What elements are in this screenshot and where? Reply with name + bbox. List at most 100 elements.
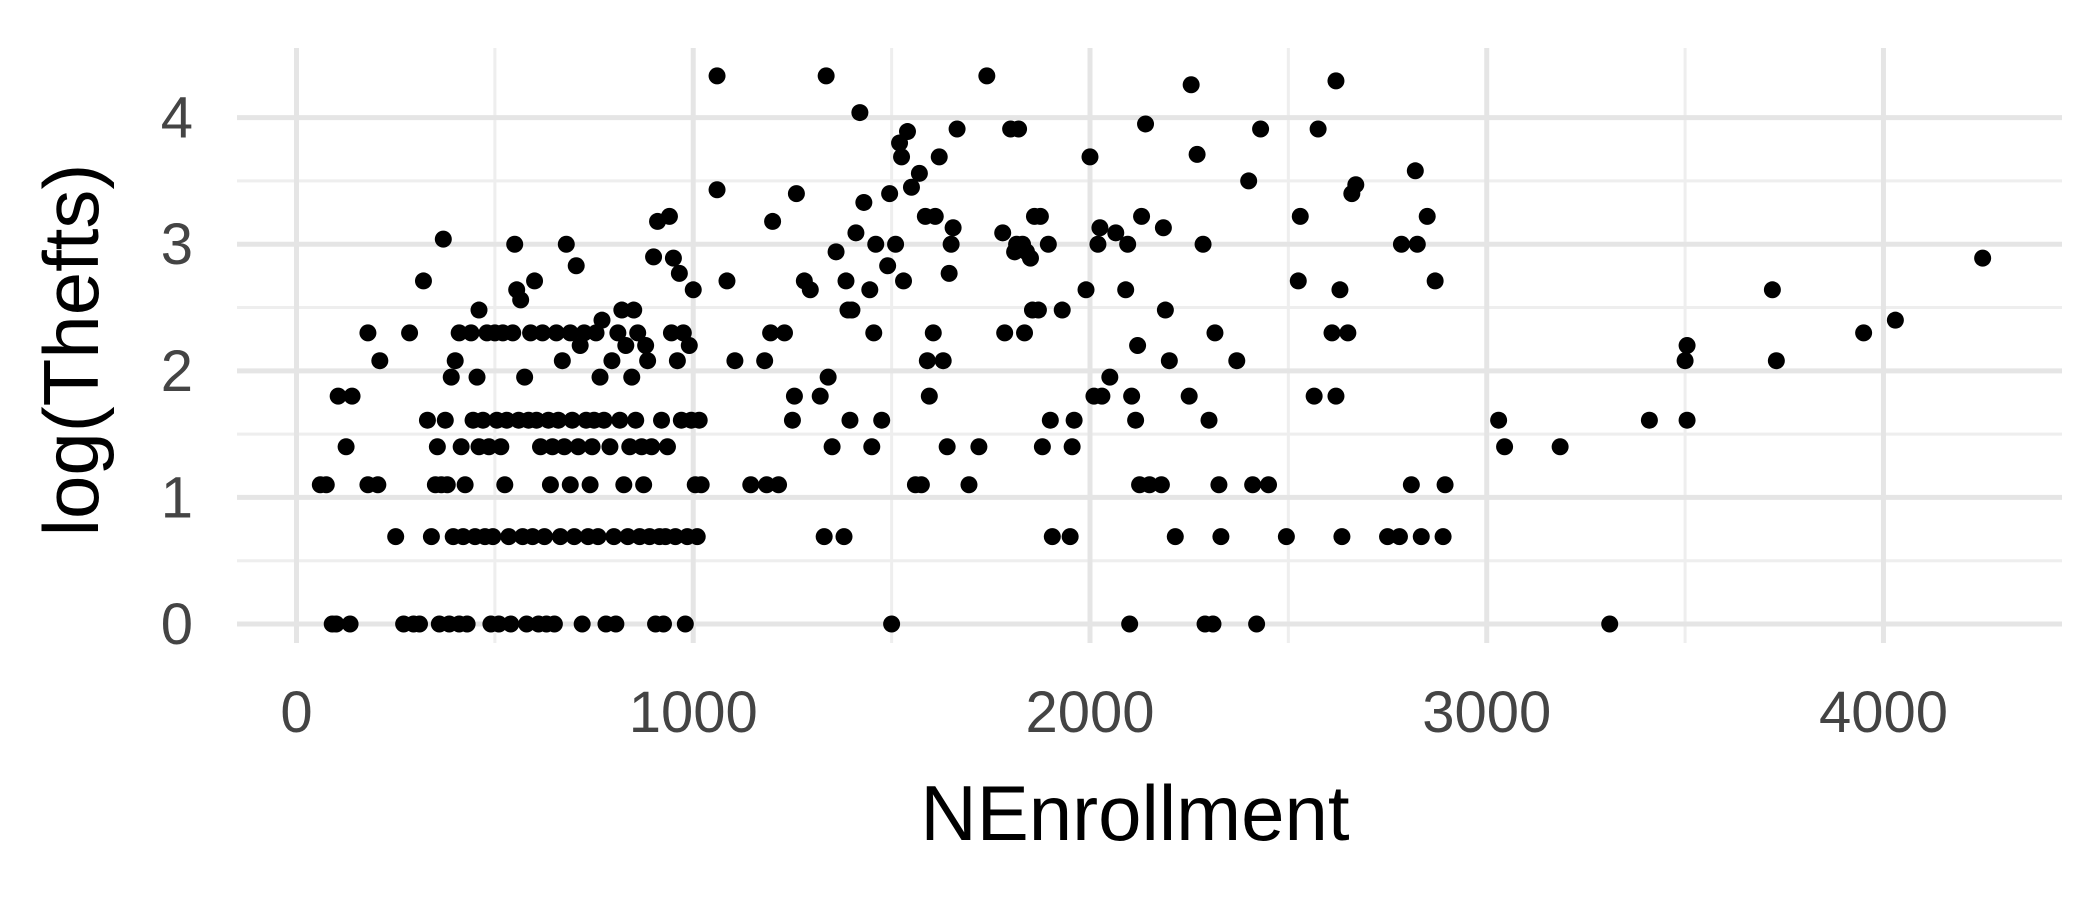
data-point xyxy=(1490,411,1508,429)
data-point xyxy=(456,476,474,494)
data-point xyxy=(329,387,347,405)
data-point xyxy=(680,337,698,354)
data-point xyxy=(1291,207,1309,225)
data-point xyxy=(865,324,883,342)
data-point xyxy=(1640,411,1658,429)
data-point xyxy=(613,301,631,319)
data-point xyxy=(500,528,518,546)
data-point xyxy=(910,164,928,182)
data-point xyxy=(708,67,726,85)
data-point xyxy=(468,368,486,386)
data-point xyxy=(1101,368,1119,386)
data-point xyxy=(643,438,661,456)
data-point xyxy=(1248,615,1266,633)
data-point xyxy=(567,257,585,275)
data-point xyxy=(611,411,629,429)
data-point xyxy=(619,528,637,546)
data-point xyxy=(603,352,621,370)
data-point xyxy=(924,324,942,342)
data-point xyxy=(756,352,774,370)
data-point xyxy=(1408,235,1426,253)
data-point xyxy=(1678,337,1696,354)
data-point xyxy=(996,324,1014,342)
data-point xyxy=(690,411,708,429)
data-point xyxy=(401,324,419,342)
data-point xyxy=(726,352,744,370)
x-axis-title: NEnrollment xyxy=(920,769,1349,857)
data-point xyxy=(653,411,671,429)
data-point xyxy=(867,235,885,253)
data-point xyxy=(516,368,534,386)
data-point xyxy=(1137,115,1155,133)
data-point xyxy=(418,411,436,429)
data-point xyxy=(1129,337,1147,354)
x-tick-label: 3000 xyxy=(1422,680,1551,745)
data-point xyxy=(526,272,544,290)
data-point xyxy=(1152,476,1170,494)
data-point xyxy=(1426,272,1444,290)
data-point xyxy=(1277,528,1295,546)
data-point xyxy=(371,352,389,370)
data-point xyxy=(1182,76,1200,94)
x-axis-tick-labels: 0 1000 2000 3000 4000 xyxy=(280,680,1948,745)
data-point xyxy=(422,528,440,546)
data-point xyxy=(1200,411,1218,429)
y-tick-label: 3 xyxy=(161,212,193,277)
data-point xyxy=(843,301,861,319)
data-point xyxy=(1228,352,1246,370)
data-point xyxy=(629,324,647,342)
data-point xyxy=(978,67,996,85)
data-point xyxy=(317,476,335,494)
data-point xyxy=(428,438,446,456)
data-point xyxy=(1117,281,1135,299)
data-point xyxy=(387,528,405,546)
data-point xyxy=(583,438,601,456)
data-point xyxy=(819,368,837,386)
data-point xyxy=(776,324,793,342)
data-point xyxy=(940,264,958,282)
data-point xyxy=(881,185,899,203)
data-point xyxy=(1601,615,1619,633)
data-point xyxy=(1436,476,1454,494)
data-point xyxy=(815,528,833,546)
data-point xyxy=(436,411,454,429)
data-point xyxy=(1081,148,1099,166)
data-point xyxy=(801,281,819,299)
data-point xyxy=(504,324,522,342)
data-point xyxy=(861,281,879,299)
data-point xyxy=(343,387,361,405)
data-point xyxy=(492,438,510,456)
data-point xyxy=(817,67,835,85)
data-point xyxy=(770,476,788,494)
data-point xyxy=(462,324,480,342)
minor-gridlines xyxy=(237,48,2062,643)
data-point xyxy=(528,411,546,429)
data-point xyxy=(708,181,726,199)
data-point xyxy=(561,324,579,342)
data-point xyxy=(1154,219,1172,237)
data-point xyxy=(581,476,599,494)
data-point xyxy=(938,438,956,456)
data-point xyxy=(524,528,542,546)
data-point xyxy=(676,615,694,633)
data-point xyxy=(668,352,686,370)
y-tick-label: 2 xyxy=(161,339,193,404)
data-point xyxy=(1061,528,1079,546)
data-point xyxy=(688,528,706,546)
data-point xyxy=(434,230,452,248)
data-point xyxy=(605,528,623,546)
data-point xyxy=(1406,162,1424,180)
data-point xyxy=(593,311,611,329)
data-point xyxy=(1029,301,1047,319)
data-point xyxy=(637,337,655,354)
data-point xyxy=(1194,235,1212,253)
data-point xyxy=(873,411,891,429)
y-axis-tick-labels: 0 1 2 3 4 xyxy=(161,86,193,657)
data-point xyxy=(1305,387,1323,405)
data-point xyxy=(926,207,944,225)
data-point xyxy=(490,615,508,633)
data-point xyxy=(898,123,916,141)
data-point xyxy=(512,291,530,309)
data-point xyxy=(662,324,680,342)
data-point xyxy=(615,476,633,494)
